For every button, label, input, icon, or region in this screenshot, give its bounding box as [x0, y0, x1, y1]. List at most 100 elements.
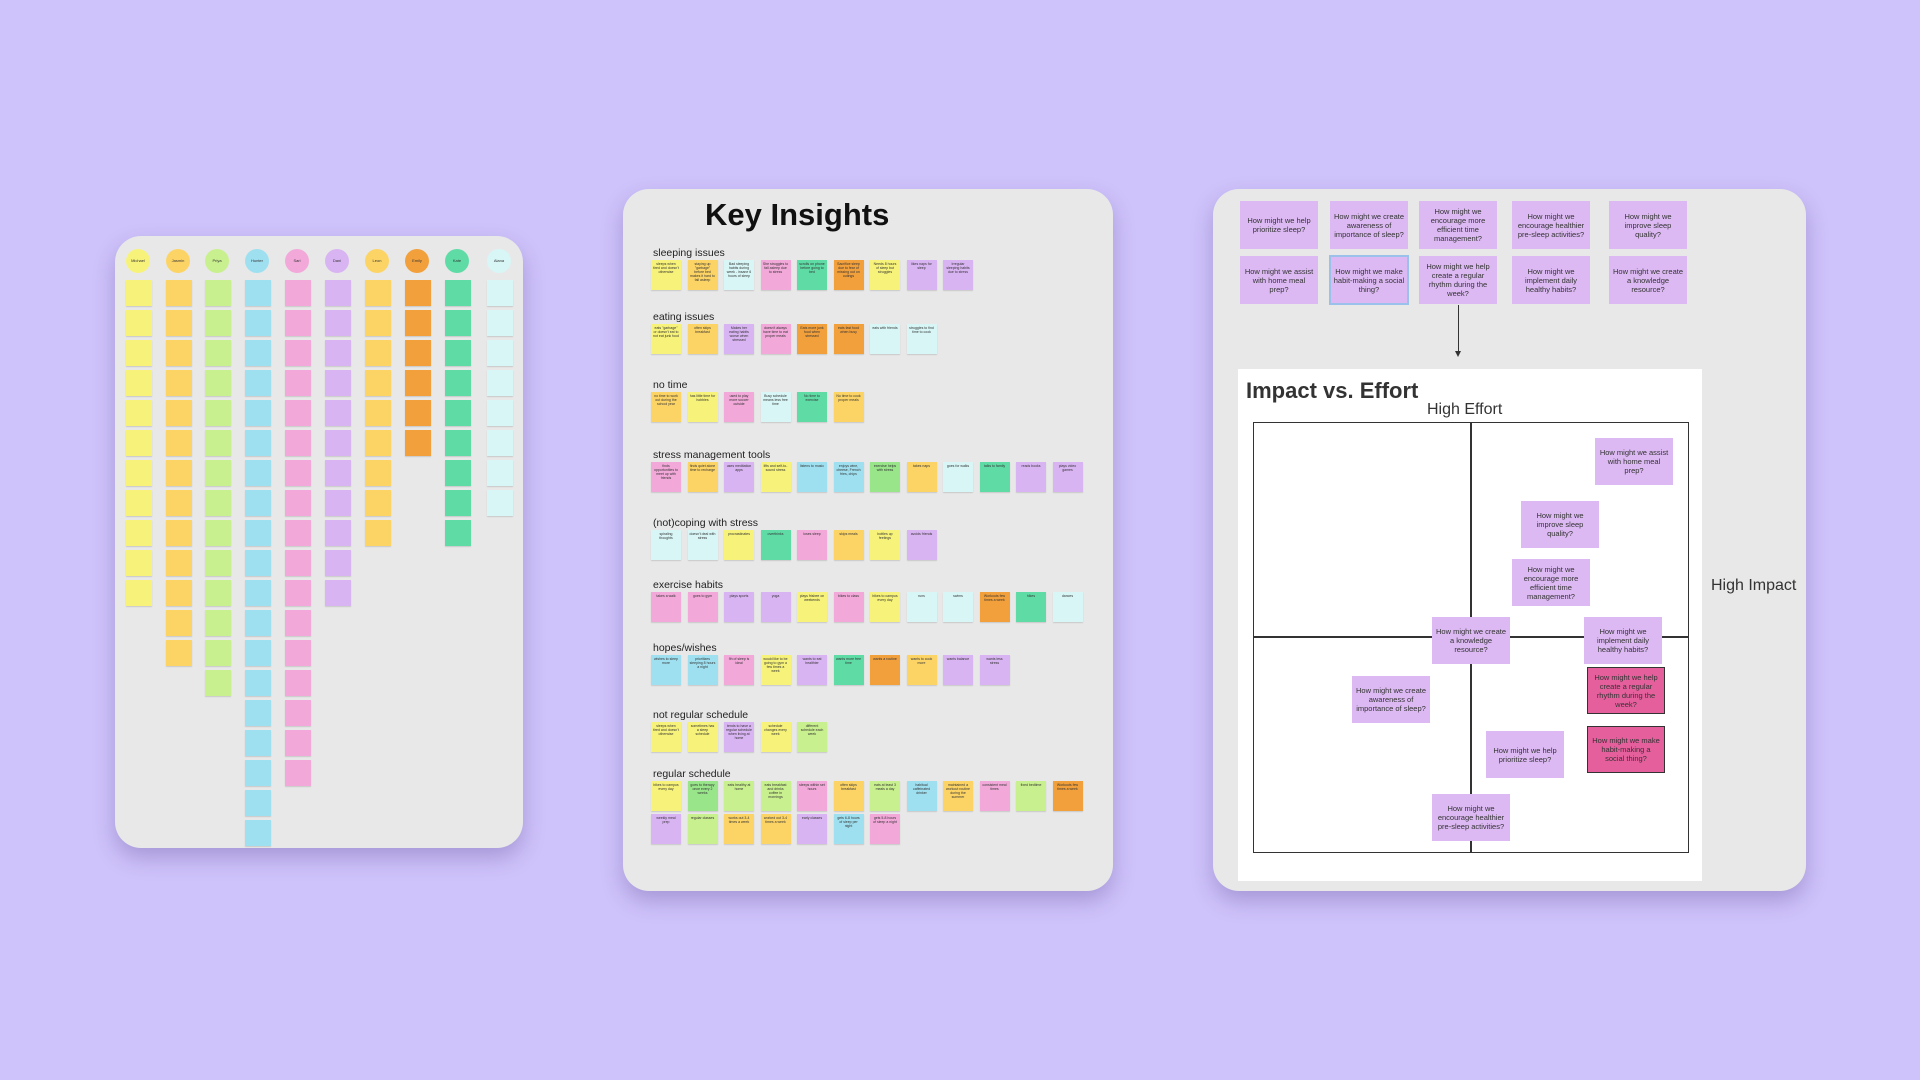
raw-sticky-note[interactable] [365, 400, 391, 426]
raw-sticky-note[interactable] [487, 370, 513, 396]
raw-sticky-note[interactable] [126, 460, 152, 486]
raw-sticky-note[interactable] [445, 460, 471, 486]
raw-sticky-note[interactable] [325, 490, 351, 516]
raw-sticky-note[interactable] [325, 400, 351, 426]
participant-avatar[interactable]: Leon [365, 249, 389, 273]
insight-sticky-note[interactable]: eats breakfast and drinks coffee in morn… [760, 781, 791, 811]
insight-sticky-note[interactable]: has little time for hobbies [687, 392, 718, 422]
raw-sticky-note[interactable] [365, 520, 391, 546]
raw-sticky-note[interactable] [365, 430, 391, 456]
raw-sticky-note[interactable] [205, 580, 231, 606]
insight-sticky-note[interactable]: Busy schedule means less free time [760, 392, 791, 422]
insight-sticky-note[interactable]: prioritizes sleeping 8 hours a night [687, 655, 718, 685]
raw-sticky-note[interactable] [405, 310, 431, 336]
raw-sticky-note[interactable] [245, 430, 271, 456]
insight-sticky-note[interactable]: staying up "garbage" before bed makes it… [687, 260, 718, 290]
insight-sticky-note[interactable]: wants to eat healthier [797, 655, 827, 685]
insight-sticky-note[interactable]: plays sports [724, 592, 754, 622]
insight-sticky-note[interactable]: often skips breakfast [833, 781, 864, 811]
participant-avatar[interactable]: Michael [126, 249, 150, 273]
insight-sticky-note[interactable]: exercise helps with stress [870, 462, 900, 492]
raw-sticky-note[interactable] [325, 550, 351, 576]
insight-sticky-note[interactable]: fixed bedtime [1016, 781, 1046, 811]
raw-sticky-note[interactable] [245, 790, 271, 816]
raw-sticky-note[interactable] [405, 430, 431, 456]
raw-sticky-note[interactable] [487, 400, 513, 426]
raw-sticky-note[interactable] [285, 430, 311, 456]
raw-sticky-note[interactable] [126, 280, 152, 306]
raw-sticky-note[interactable] [285, 670, 311, 696]
matrix-note[interactable]: How might we encourage healthier pre-sle… [1432, 794, 1510, 841]
participant-avatar[interactable]: Hunter [245, 249, 269, 273]
raw-sticky-note[interactable] [285, 760, 311, 786]
insight-sticky-note[interactable]: Bad sleeping habits during week - insane… [724, 260, 754, 290]
raw-sticky-note[interactable] [205, 610, 231, 636]
insight-sticky-note[interactable]: sleeps when tired and doesn't otherwise [651, 722, 681, 752]
insight-sticky-note[interactable]: bottles up feelings [870, 530, 900, 560]
raw-sticky-note[interactable] [126, 490, 152, 516]
raw-sticky-note[interactable] [245, 820, 271, 846]
insight-sticky-note[interactable]: goes to gym [687, 592, 718, 622]
raw-sticky-note[interactable] [245, 340, 271, 366]
raw-sticky-note[interactable] [325, 370, 351, 396]
insight-sticky-note[interactable]: early classes [797, 814, 827, 844]
matrix-note[interactable]: How might we assist with home meal prep? [1595, 438, 1673, 485]
insight-sticky-note[interactable]: weekly meal prep [651, 814, 681, 844]
raw-sticky-note[interactable] [126, 370, 152, 396]
raw-sticky-note[interactable] [285, 550, 311, 576]
insight-sticky-note[interactable]: Irregular sleeping habits due to stress [943, 260, 973, 290]
insight-sticky-note[interactable]: gets 5-8 hours of sleep a night [870, 814, 900, 844]
hmw-question-card[interactable]: How might we encourage healthier pre-sle… [1512, 201, 1590, 249]
insight-sticky-note[interactable]: dances [1052, 592, 1083, 622]
raw-sticky-note[interactable] [245, 670, 271, 696]
insight-sticky-note[interactable]: maintained a workout routine during the … [943, 781, 973, 811]
raw-sticky-note[interactable] [285, 490, 311, 516]
insight-sticky-note[interactable]: regular classes [687, 814, 718, 844]
raw-sticky-note[interactable] [285, 580, 311, 606]
insight-sticky-note[interactable]: sleeps when tired and doesn't otherwise [651, 260, 681, 290]
raw-sticky-note[interactable] [205, 370, 231, 396]
hmw-question-card[interactable]: How might we help prioritize sleep? [1240, 201, 1318, 249]
raw-sticky-note[interactable] [166, 460, 192, 486]
insight-sticky-note[interactable]: spiraling thoughts [651, 530, 681, 560]
hmw-question-card[interactable]: How might we make habit-making a social … [1329, 255, 1409, 305]
insight-sticky-note[interactable]: Eats more junk food when stressed [797, 324, 827, 354]
raw-sticky-note[interactable] [205, 430, 231, 456]
raw-sticky-note[interactable] [245, 550, 271, 576]
raw-sticky-note[interactable] [126, 430, 152, 456]
raw-sticky-note[interactable] [245, 400, 271, 426]
insight-sticky-note[interactable]: consistent meal times [979, 781, 1010, 811]
raw-sticky-note[interactable] [445, 340, 471, 366]
raw-sticky-note[interactable] [285, 310, 311, 336]
participant-avatar[interactable]: Kate [445, 249, 469, 273]
insight-sticky-note[interactable]: Workouts few times a week [979, 592, 1010, 622]
raw-sticky-note[interactable] [325, 280, 351, 306]
insight-sticky-note[interactable]: likes naps for sleep [906, 260, 937, 290]
insight-sticky-note[interactable]: bikes to campus every day [870, 592, 900, 622]
insight-sticky-note[interactable]: different schedule each week [797, 722, 827, 752]
raw-sticky-note[interactable] [445, 490, 471, 516]
insight-sticky-note[interactable]: takes a walk [651, 592, 681, 622]
hmw-question-card[interactable]: How might we encourage more efficient ti… [1419, 201, 1497, 249]
raw-sticky-note[interactable] [205, 340, 231, 366]
insight-sticky-note[interactable]: wants balance [943, 655, 973, 685]
raw-sticky-note[interactable] [325, 460, 351, 486]
hmw-question-card[interactable]: How might we assist with home meal prep? [1240, 256, 1318, 304]
raw-sticky-note[interactable] [365, 460, 391, 486]
insight-sticky-note[interactable]: hikes [1016, 592, 1046, 622]
raw-sticky-note[interactable] [487, 430, 513, 456]
raw-sticky-note[interactable] [205, 400, 231, 426]
raw-sticky-note[interactable] [245, 520, 271, 546]
raw-sticky-note[interactable] [126, 580, 152, 606]
raw-sticky-note[interactable] [325, 340, 351, 366]
insight-sticky-note[interactable]: scrolls on phone before going to bed [797, 260, 827, 290]
raw-sticky-note[interactable] [325, 430, 351, 456]
raw-sticky-note[interactable] [205, 550, 231, 576]
raw-sticky-note[interactable] [205, 490, 231, 516]
insight-sticky-note[interactable]: finds opportunities to meet up with frie… [651, 462, 681, 492]
insight-sticky-note[interactable]: avoids friends [906, 530, 937, 560]
insight-sticky-note[interactable]: would like to be going to gym a few time… [760, 655, 791, 685]
participant-avatar[interactable]: Jasmin [166, 249, 190, 273]
insight-sticky-note[interactable]: eats healthy at home [724, 781, 754, 811]
insight-sticky-note[interactable]: listens to music [797, 462, 827, 492]
